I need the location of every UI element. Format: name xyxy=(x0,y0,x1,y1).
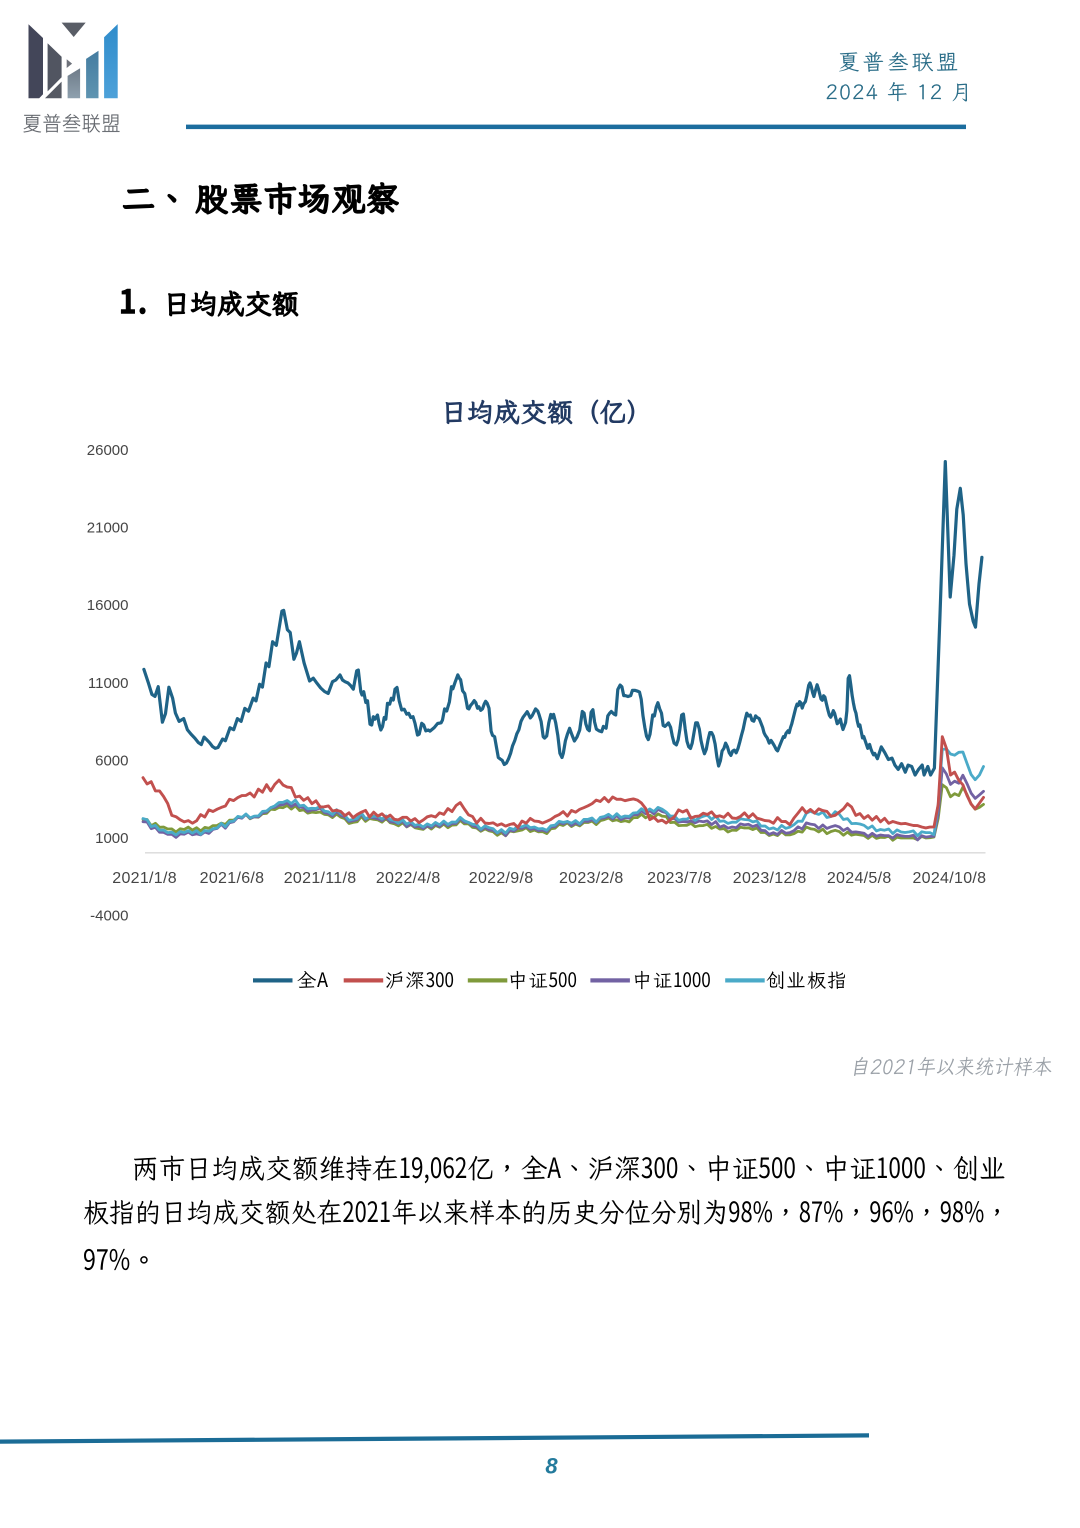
svg-text:2021/11/8: 2021/11/8 xyxy=(284,870,357,887)
svg-text:2023/12/8: 2023/12/8 xyxy=(733,870,807,887)
svg-text:2022/9/8: 2022/9/8 xyxy=(469,870,534,887)
svg-text:2022/4/8: 2022/4/8 xyxy=(376,870,441,887)
svg-text:2021/1/8: 2021/1/8 xyxy=(112,870,177,887)
svg-text:2021/6/8: 2021/6/8 xyxy=(200,870,265,887)
svg-text:26000: 26000 xyxy=(87,442,129,459)
svg-text:11000: 11000 xyxy=(88,675,129,692)
svg-text:2023/2/8: 2023/2/8 xyxy=(559,870,624,887)
svg-text:8: 8 xyxy=(545,1454,558,1479)
svg-text:21000: 21000 xyxy=(87,520,129,537)
svg-text:2024/10/8: 2024/10/8 xyxy=(912,870,986,887)
svg-text:16000: 16000 xyxy=(87,597,129,614)
svg-text:2024/5/8: 2024/5/8 xyxy=(827,870,892,887)
svg-text:2023/7/8: 2023/7/8 xyxy=(647,870,712,887)
svg-text:1000: 1000 xyxy=(95,830,128,847)
svg-text:6000: 6000 xyxy=(95,753,128,770)
svg-text:-4000: -4000 xyxy=(90,908,128,925)
